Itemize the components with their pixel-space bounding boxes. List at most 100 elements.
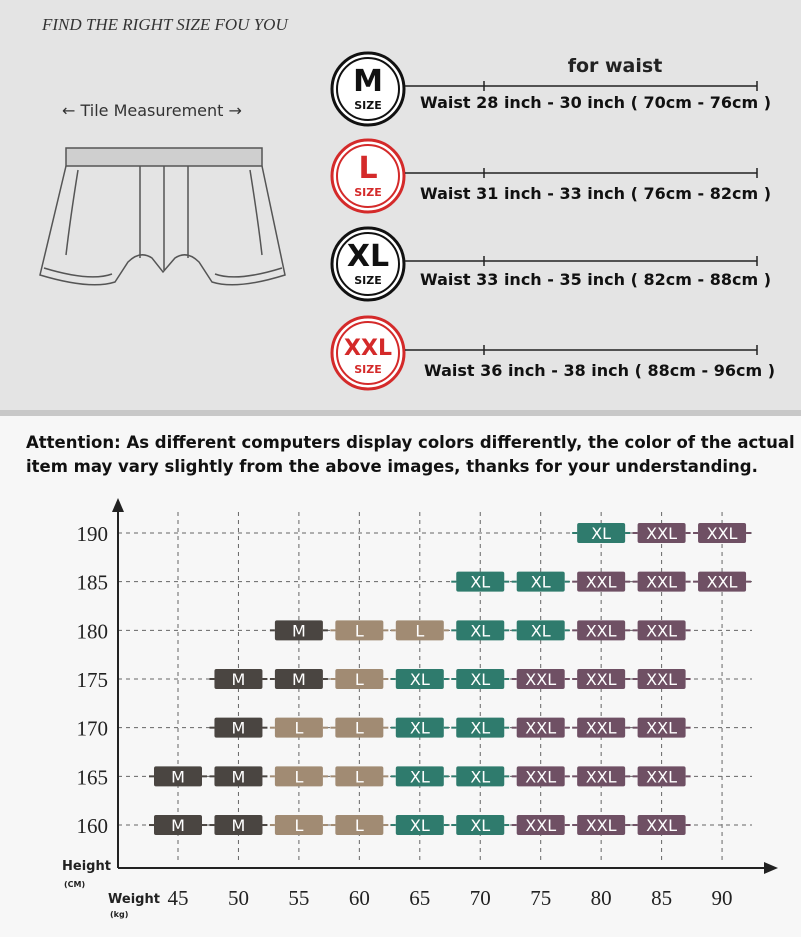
size-label: XL [531, 621, 551, 640]
x-arrow [764, 862, 778, 874]
badge [336, 144, 400, 208]
y-arrow [112, 498, 124, 512]
size-cell [335, 815, 384, 836]
size-label: XL [591, 524, 611, 543]
height-label: 185 [77, 571, 109, 595]
waist-text: Waist 36 inch - 38 inch ( 88cm - 96cm ) [424, 361, 775, 380]
size-label: XL [470, 816, 490, 835]
size-label: XL [470, 767, 490, 786]
size-label: L [355, 621, 364, 640]
size-label: XXL [707, 524, 738, 543]
size-cell [395, 620, 444, 641]
size-label: XL [531, 573, 551, 592]
size-label: M [232, 816, 246, 835]
attention: Attention: As different computers displa… [26, 433, 795, 476]
divider [0, 410, 801, 416]
x-axis-unit: (kg) [110, 910, 128, 919]
size-cell [516, 669, 565, 690]
badge-size-word: SIZE [354, 186, 382, 199]
size-label: M [232, 767, 246, 786]
size-label: XXL [646, 621, 677, 640]
weight-label: 55 [288, 886, 309, 910]
size-label: XXL [646, 573, 677, 592]
size-cell [395, 815, 444, 836]
size-label: XXL [646, 719, 677, 738]
size-cell [637, 766, 686, 787]
size-label: XXL [586, 621, 617, 640]
size-cell [274, 717, 323, 738]
size-label: L [355, 767, 364, 786]
size-cell [456, 815, 505, 836]
size-cell [456, 620, 505, 641]
size-cell [577, 523, 626, 543]
size-label: XXL [525, 670, 556, 689]
size-label: M [232, 719, 246, 738]
size-cell [214, 815, 263, 836]
size-label: M [171, 767, 185, 786]
size-cell [516, 815, 565, 836]
size-cell [456, 717, 505, 738]
weight-label: 85 [651, 886, 672, 910]
size-label: M [232, 670, 246, 689]
height-label: 165 [77, 765, 109, 789]
size-label: XXL [646, 816, 677, 835]
size-cell [274, 620, 323, 641]
y-axis-unit: (CM) [64, 880, 85, 889]
size-label: L [294, 816, 303, 835]
height-label: 180 [77, 619, 109, 643]
size-cell [516, 766, 565, 787]
size-cell [637, 717, 686, 738]
size-cell [577, 620, 626, 641]
size-label: M [292, 670, 306, 689]
size-cell [456, 669, 505, 690]
size-cell [154, 766, 202, 787]
size-cell [274, 766, 323, 787]
badge-size: XL [347, 239, 389, 274]
size-cell [637, 669, 686, 690]
weight-label: 70 [470, 886, 491, 910]
x-axis-label: Weight [108, 892, 160, 907]
size-label: L [355, 719, 364, 738]
size-cell [637, 815, 686, 836]
underwear-drawing [39, 147, 286, 286]
waist-text: Waist 31 inch - 33 inch ( 76cm - 82cm ) [420, 184, 771, 203]
badge-size-word: SIZE [354, 99, 382, 112]
weight-label: 80 [591, 886, 612, 910]
size-cell [456, 766, 505, 787]
size-label: L [355, 816, 364, 835]
size-label: XL [410, 719, 430, 738]
size-cell [214, 669, 263, 690]
size-cell [577, 766, 626, 787]
badge [336, 232, 400, 296]
size-cell [516, 717, 565, 738]
size-label: XL [410, 767, 430, 786]
y-axis-label: Height [62, 859, 111, 874]
size-cell [637, 620, 686, 641]
size-label: XXL [586, 670, 617, 689]
size-cell [154, 815, 202, 836]
size-label: L [355, 670, 364, 689]
size-label: L [415, 621, 424, 640]
size-cell [516, 620, 565, 641]
size-cell [637, 571, 686, 592]
for-waist: for waist [568, 55, 663, 77]
size-cell [516, 571, 565, 592]
weight-label: 50 [228, 886, 249, 910]
size-label: XXL [586, 767, 617, 786]
size-label: XL [470, 573, 490, 592]
size-cell [637, 523, 686, 543]
size-cell [577, 815, 626, 836]
badge-size: M [353, 64, 383, 99]
size-label: L [294, 719, 303, 738]
size-label: M [171, 816, 185, 835]
size-label: XXL [525, 816, 556, 835]
size-label: XXL [707, 573, 738, 592]
waist-text: Waist 28 inch - 30 inch ( 70cm - 76cm ) [420, 93, 771, 112]
size-cell [214, 717, 263, 738]
weight-label: 45 [168, 886, 189, 910]
size-label: XXL [586, 573, 617, 592]
size-cell [698, 523, 747, 543]
measurement-label: ← Tile Measurement → [62, 101, 242, 120]
